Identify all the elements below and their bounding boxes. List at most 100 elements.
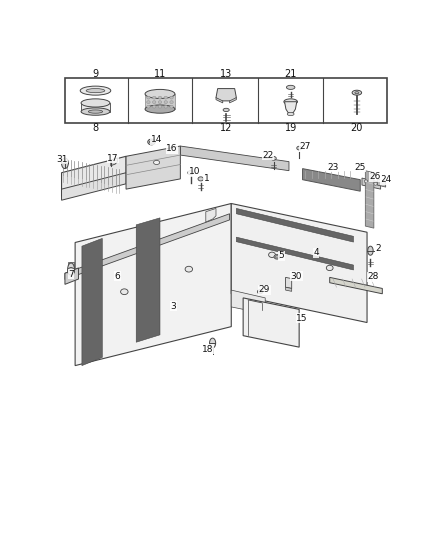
Text: 5: 5 [279,251,284,260]
Ellipse shape [81,108,110,115]
Text: 17: 17 [107,154,119,163]
Ellipse shape [374,182,377,185]
Polygon shape [180,146,289,171]
Text: 20: 20 [351,124,363,133]
Polygon shape [61,173,126,200]
Polygon shape [286,277,292,288]
Ellipse shape [170,105,173,108]
Polygon shape [216,98,223,103]
Text: 12: 12 [220,124,233,133]
Polygon shape [75,204,231,366]
Ellipse shape [355,92,359,94]
Text: 26: 26 [370,172,381,181]
Text: 1: 1 [204,174,210,183]
Ellipse shape [326,265,333,271]
Text: 19: 19 [285,124,297,133]
Polygon shape [231,290,265,311]
Ellipse shape [287,112,294,116]
Text: 25: 25 [355,163,366,172]
Text: 18: 18 [202,345,214,354]
Polygon shape [136,218,160,342]
Ellipse shape [158,96,162,99]
Text: 15: 15 [296,314,307,323]
Ellipse shape [158,101,162,103]
Text: 9: 9 [92,69,99,79]
Bar [65,78,387,124]
Ellipse shape [67,263,74,276]
Ellipse shape [364,180,368,183]
Ellipse shape [258,290,263,294]
Polygon shape [230,98,237,103]
Polygon shape [377,179,386,187]
Polygon shape [216,88,237,101]
Text: 11: 11 [154,69,166,79]
Ellipse shape [297,146,301,150]
Ellipse shape [198,177,203,181]
Ellipse shape [164,101,167,103]
Polygon shape [61,156,126,196]
Ellipse shape [147,96,150,99]
Text: 6: 6 [115,272,120,281]
Ellipse shape [286,85,295,90]
Text: 13: 13 [220,69,232,79]
Ellipse shape [148,139,155,145]
Text: 2: 2 [375,244,381,253]
Polygon shape [237,237,353,270]
Ellipse shape [164,105,167,108]
Ellipse shape [284,99,297,104]
Ellipse shape [276,256,279,258]
Ellipse shape [67,268,74,275]
Ellipse shape [274,255,280,259]
Ellipse shape [170,101,173,103]
Text: 28: 28 [367,272,379,281]
Ellipse shape [368,246,373,255]
Text: 30: 30 [291,272,302,281]
Polygon shape [303,168,360,191]
Polygon shape [206,208,216,222]
Polygon shape [82,238,102,366]
Ellipse shape [152,101,156,103]
Text: 7: 7 [68,270,74,279]
Ellipse shape [154,160,159,165]
Ellipse shape [271,157,276,160]
Ellipse shape [88,110,102,113]
Polygon shape [365,171,374,228]
Polygon shape [65,268,78,284]
Bar [145,94,175,109]
Text: 31: 31 [57,155,68,164]
Text: 4: 4 [313,248,319,257]
Text: 29: 29 [259,285,270,294]
Ellipse shape [61,158,68,168]
Ellipse shape [158,105,162,108]
Text: 21: 21 [284,69,297,79]
Ellipse shape [268,252,276,257]
Ellipse shape [120,289,128,295]
Ellipse shape [147,101,150,103]
Ellipse shape [259,290,261,293]
Text: 14: 14 [151,135,162,144]
Text: 8: 8 [92,124,99,133]
Ellipse shape [149,141,154,143]
Ellipse shape [81,99,110,107]
Ellipse shape [147,105,150,108]
Ellipse shape [80,86,111,95]
Ellipse shape [185,266,193,272]
Text: 23: 23 [328,163,339,172]
Text: 10: 10 [189,167,200,176]
Text: 27: 27 [300,142,311,150]
Ellipse shape [152,96,156,99]
Ellipse shape [86,88,105,93]
Text: 16: 16 [166,144,178,154]
Text: 22: 22 [262,150,273,159]
Text: 3: 3 [171,302,177,311]
Polygon shape [330,277,382,294]
Polygon shape [126,146,180,189]
Bar [67,262,74,271]
Ellipse shape [352,90,362,95]
Polygon shape [243,298,299,347]
Polygon shape [286,287,292,292]
Polygon shape [285,102,297,114]
Ellipse shape [145,90,175,99]
Ellipse shape [170,96,173,99]
Polygon shape [65,214,230,279]
